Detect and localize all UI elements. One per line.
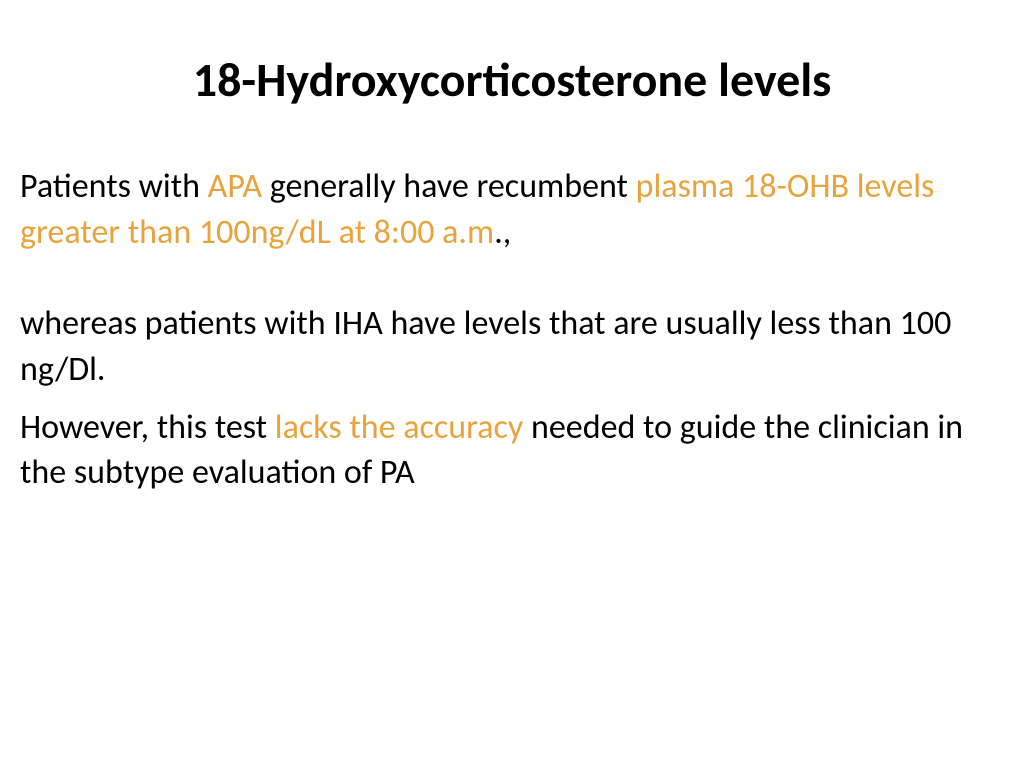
para1-text-2: generally have recumbent (262, 166, 636, 207)
slide-body: Patients with APA generally have recumbe… (20, 164, 1004, 496)
para1-text-3: ., (494, 212, 511, 253)
para1-text-1: Patients with (20, 166, 208, 207)
para1-highlight-apa: APA (208, 166, 262, 207)
paragraph-1: Patients with APA generally have recumbe… (20, 164, 1004, 256)
para3-highlight-lacks: lacks the accuracy (275, 407, 524, 448)
para3-text-1: However, this test (20, 407, 275, 448)
paragraph-2: whereas patients with IHA have levels th… (20, 301, 1004, 393)
paragraph-3: However, this test lacks the accuracy ne… (20, 405, 1004, 497)
slide-container: 18-Hydroxycorticosterone levels Patients… (0, 0, 1024, 768)
slide-title: 18-Hydroxycorticosterone levels (20, 50, 1004, 109)
